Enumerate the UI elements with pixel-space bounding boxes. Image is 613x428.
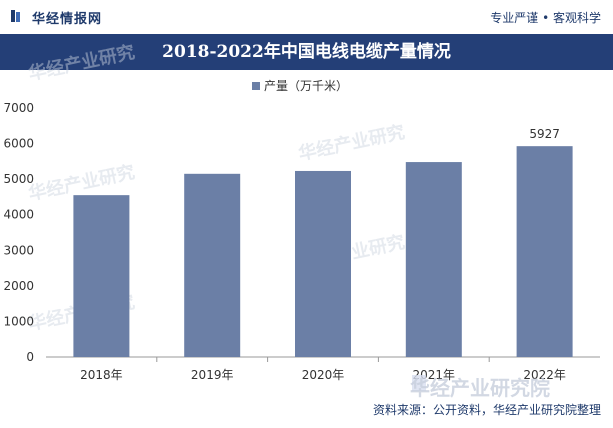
- watermark-text: 华经产业研究: [26, 41, 136, 85]
- watermark-flag: [412, 375, 426, 391]
- x-tick-label: 2022年: [523, 368, 566, 382]
- bar: [295, 170, 351, 357]
- y-tick-label: 0: [26, 350, 34, 364]
- legend: 产量（万千米）: [252, 77, 348, 94]
- y-tick-label: 6000: [3, 137, 34, 151]
- y-tick-label: 7000: [3, 101, 34, 115]
- bar: [405, 162, 462, 357]
- data-label: 5927: [529, 127, 560, 141]
- y-tick-label: 3000: [3, 243, 34, 257]
- source-note: 资料来源：公开资料，华经产业研究院整理: [372, 403, 601, 417]
- legend-swatch: [252, 82, 260, 90]
- y-tick-label: 2000: [3, 279, 34, 293]
- watermark-text: 华经产业研究院: [410, 376, 550, 400]
- top-bar: 华经情报网 专业严谨 • 客观科学: [0, 0, 613, 32]
- x-tick-label: 2019年: [191, 368, 234, 382]
- bar: [516, 146, 573, 357]
- x-tick-label: 2018年: [80, 368, 123, 382]
- y-tick-label: 1000: [3, 314, 34, 328]
- brand-logo-icon: [11, 10, 20, 22]
- brand-name: 华经情报网: [32, 12, 103, 27]
- legend-label: 产量（万千米）: [264, 79, 349, 93]
- x-tick-label: 2020年: [302, 368, 345, 382]
- bar: [73, 195, 130, 357]
- slogan: 专业严谨 • 客观科学: [490, 11, 601, 25]
- chart-title: 2018-2022年中国电线电缆产量情况: [0, 34, 613, 70]
- y-tick-label: 5000: [3, 172, 34, 186]
- bar: [184, 173, 241, 357]
- y-tick-label: 4000: [3, 208, 34, 222]
- watermark-text: 华经产业研究: [296, 121, 406, 165]
